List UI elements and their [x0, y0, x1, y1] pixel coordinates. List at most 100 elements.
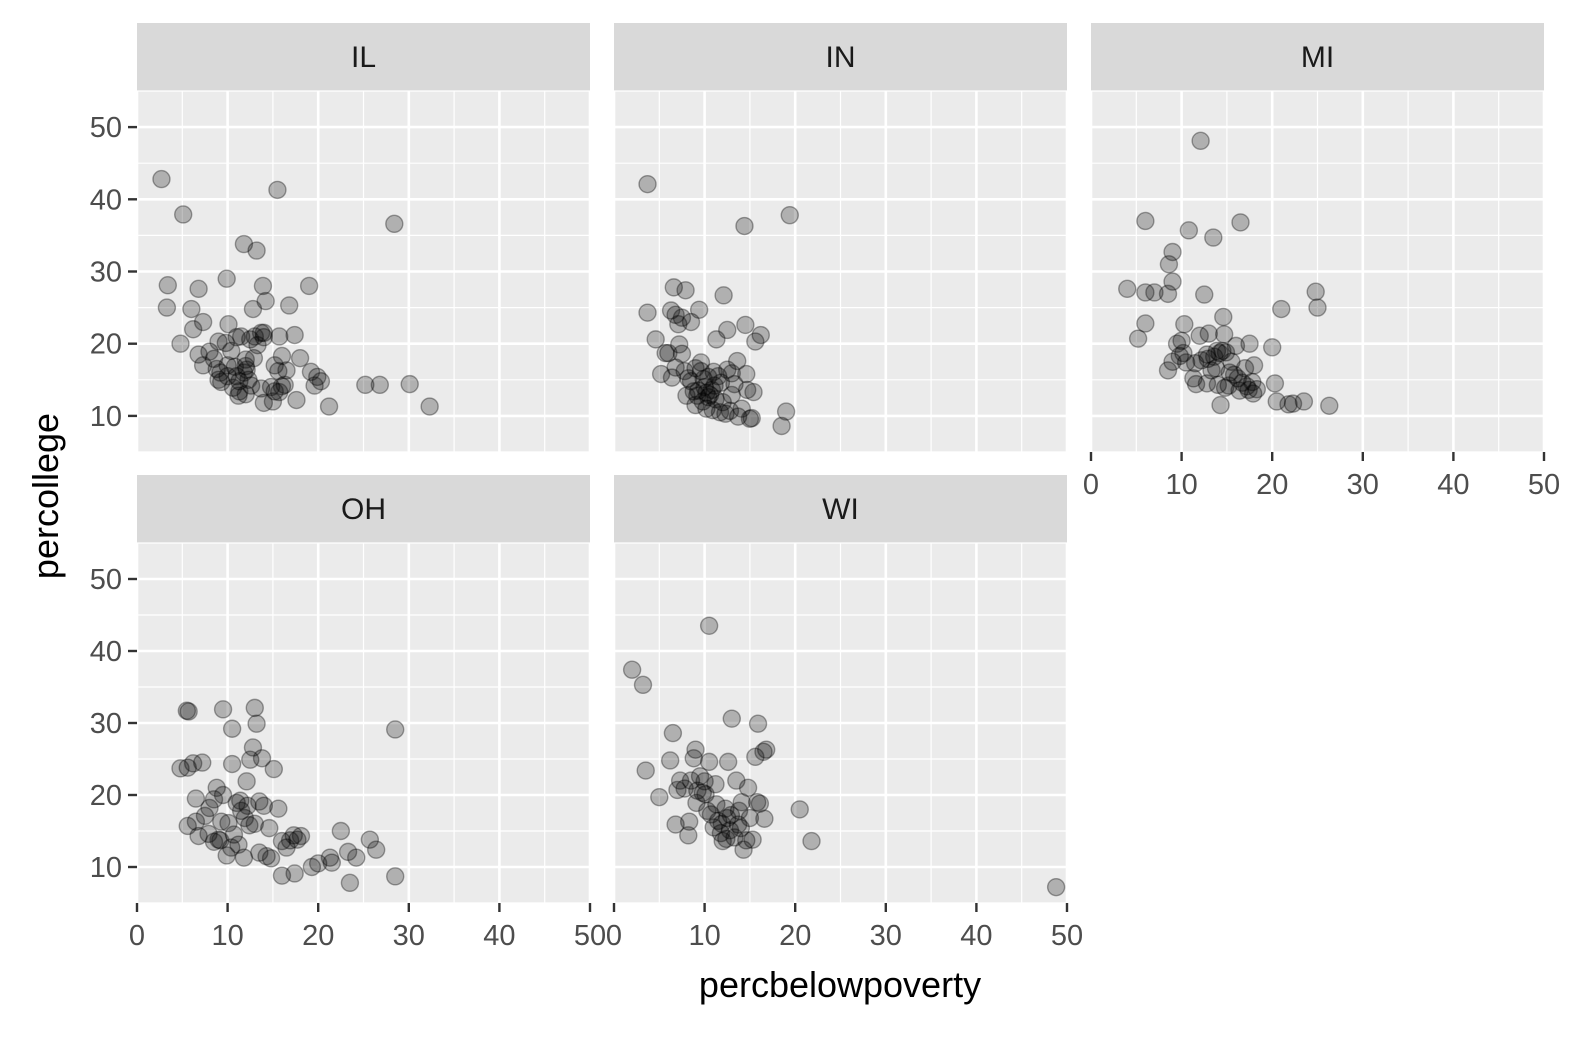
data-point — [269, 799, 288, 818]
data-point — [725, 828, 744, 847]
data-point — [1215, 378, 1235, 397]
data-point — [684, 382, 703, 401]
data-point — [694, 369, 713, 389]
data-point — [751, 325, 770, 345]
data-point — [207, 359, 226, 379]
data-point — [721, 805, 741, 825]
data-point — [706, 775, 725, 794]
data-point — [338, 842, 358, 862]
data-point — [218, 366, 237, 386]
data-point — [670, 335, 689, 354]
data-point — [659, 343, 678, 363]
data-point — [1262, 338, 1282, 357]
data-point — [693, 783, 712, 803]
data-point — [728, 815, 748, 834]
data-point — [211, 363, 230, 382]
data-point — [1190, 326, 1209, 345]
data-point — [189, 826, 208, 846]
data-point — [677, 386, 696, 405]
data-point — [718, 320, 737, 340]
data-point — [186, 789, 206, 808]
data-point — [790, 800, 809, 819]
data-point — [638, 174, 657, 194]
data-point — [1243, 372, 1262, 392]
data-point — [301, 362, 321, 382]
data-point — [400, 374, 419, 394]
x-tick-label: 10 — [211, 920, 243, 952]
facet-strip-oh — [137, 475, 590, 543]
data-point — [1224, 365, 1244, 384]
data-point — [754, 742, 773, 761]
data-point — [270, 382, 289, 402]
data-point — [1207, 341, 1227, 361]
data-point — [331, 821, 351, 841]
data-point — [420, 397, 439, 416]
data-point — [302, 857, 322, 877]
data-point — [174, 205, 193, 224]
data-point — [691, 361, 711, 381]
facet-label-mi: MI — [1301, 41, 1334, 74]
data-point — [251, 323, 271, 343]
data-point — [716, 799, 735, 818]
data-point — [309, 854, 328, 873]
data-point — [717, 829, 736, 849]
data-point — [1237, 377, 1257, 396]
data-point — [704, 818, 723, 837]
data-point — [1179, 221, 1199, 240]
data-point — [1163, 242, 1182, 262]
data-point — [732, 399, 751, 418]
x-tick-label: 40 — [1437, 469, 1469, 501]
data-point — [704, 362, 723, 382]
data-point — [231, 801, 251, 821]
data-point — [366, 840, 386, 859]
data-point — [1214, 307, 1233, 327]
data-point — [718, 360, 737, 379]
x-tick-label: 40 — [483, 920, 515, 952]
data-point — [1308, 298, 1327, 317]
data-point — [178, 758, 197, 777]
data-point — [195, 806, 215, 826]
data-point — [666, 305, 685, 325]
data-point — [1158, 284, 1178, 304]
data-point — [746, 747, 765, 767]
data-point — [291, 826, 311, 846]
data-point — [1265, 374, 1285, 393]
data-point — [227, 366, 246, 386]
data-point — [1213, 341, 1232, 361]
data-point — [716, 404, 735, 423]
data-point — [1167, 334, 1187, 353]
data-point — [238, 796, 257, 815]
data-point — [1198, 349, 1218, 369]
data-point — [714, 286, 733, 305]
data-point — [207, 778, 226, 797]
data-point — [260, 818, 279, 838]
data-point — [633, 675, 653, 695]
data-point — [675, 361, 694, 381]
data-point — [713, 831, 732, 851]
data-point — [199, 824, 218, 844]
data-point — [1205, 347, 1224, 366]
data-point — [305, 376, 324, 395]
data-point — [734, 840, 753, 859]
data-point — [699, 752, 719, 772]
data-point — [686, 740, 705, 759]
data-point — [742, 408, 761, 428]
facet-label-in: IN — [826, 41, 856, 74]
data-point — [651, 364, 671, 384]
data-point — [697, 383, 716, 402]
data-point — [209, 370, 228, 389]
data-point — [670, 771, 690, 790]
data-point — [802, 831, 821, 851]
data-point — [1128, 329, 1148, 348]
data-point — [340, 873, 360, 893]
y-tick-label: 20 — [90, 780, 122, 812]
data-point — [209, 332, 228, 351]
data-point — [650, 787, 669, 807]
data-point — [275, 375, 294, 395]
data-point — [250, 843, 269, 862]
data-point — [705, 376, 724, 395]
data-point — [244, 348, 264, 368]
data-point — [157, 298, 177, 317]
y-tick-label: 40 — [90, 636, 122, 668]
data-point — [280, 296, 299, 315]
